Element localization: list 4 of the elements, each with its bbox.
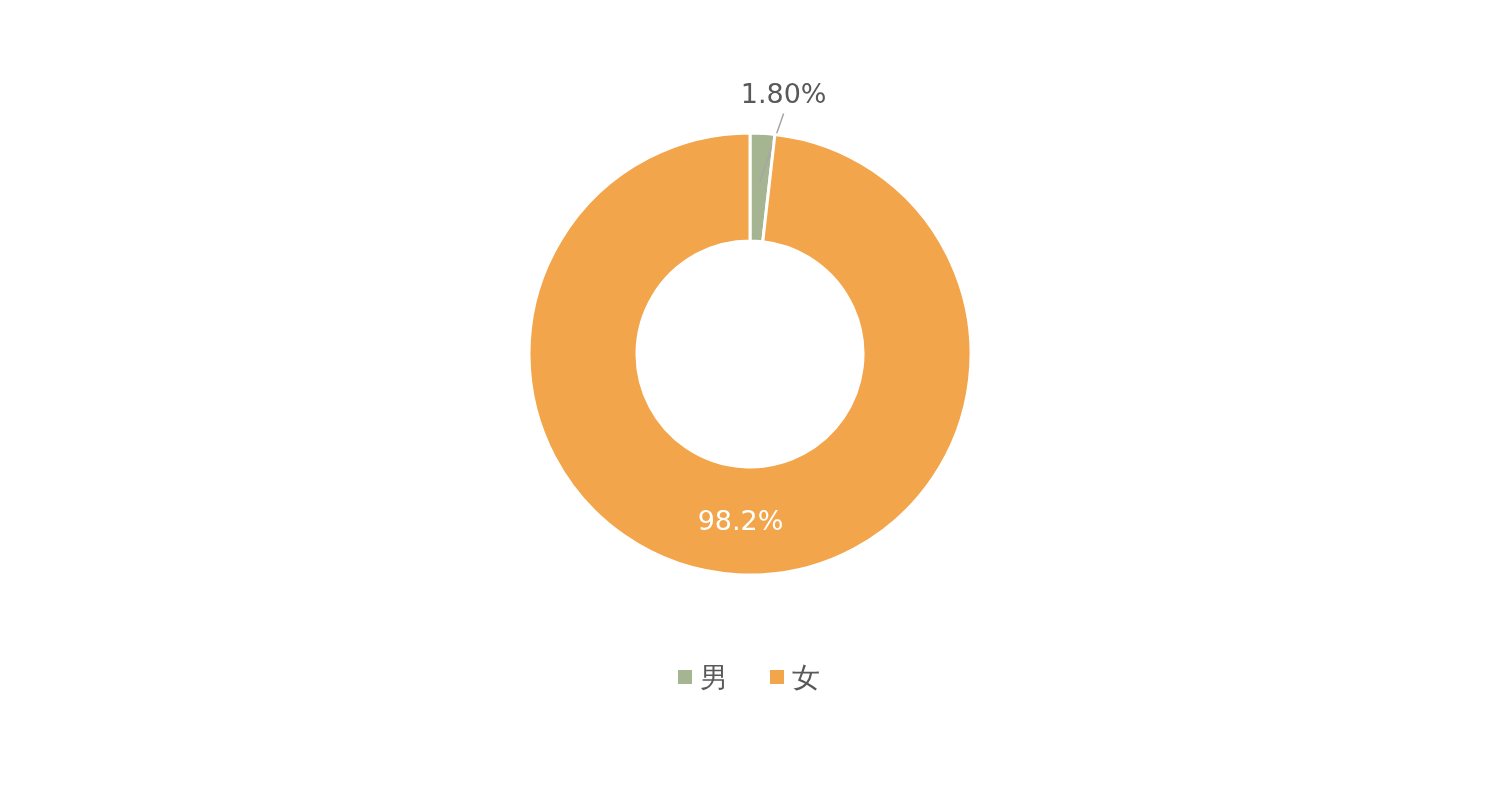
data-label: 98.2% (697, 504, 784, 536)
legend-label: 女 (792, 661, 820, 694)
data-label: 1.80% (740, 78, 827, 110)
legend-label: 男 (700, 661, 728, 694)
